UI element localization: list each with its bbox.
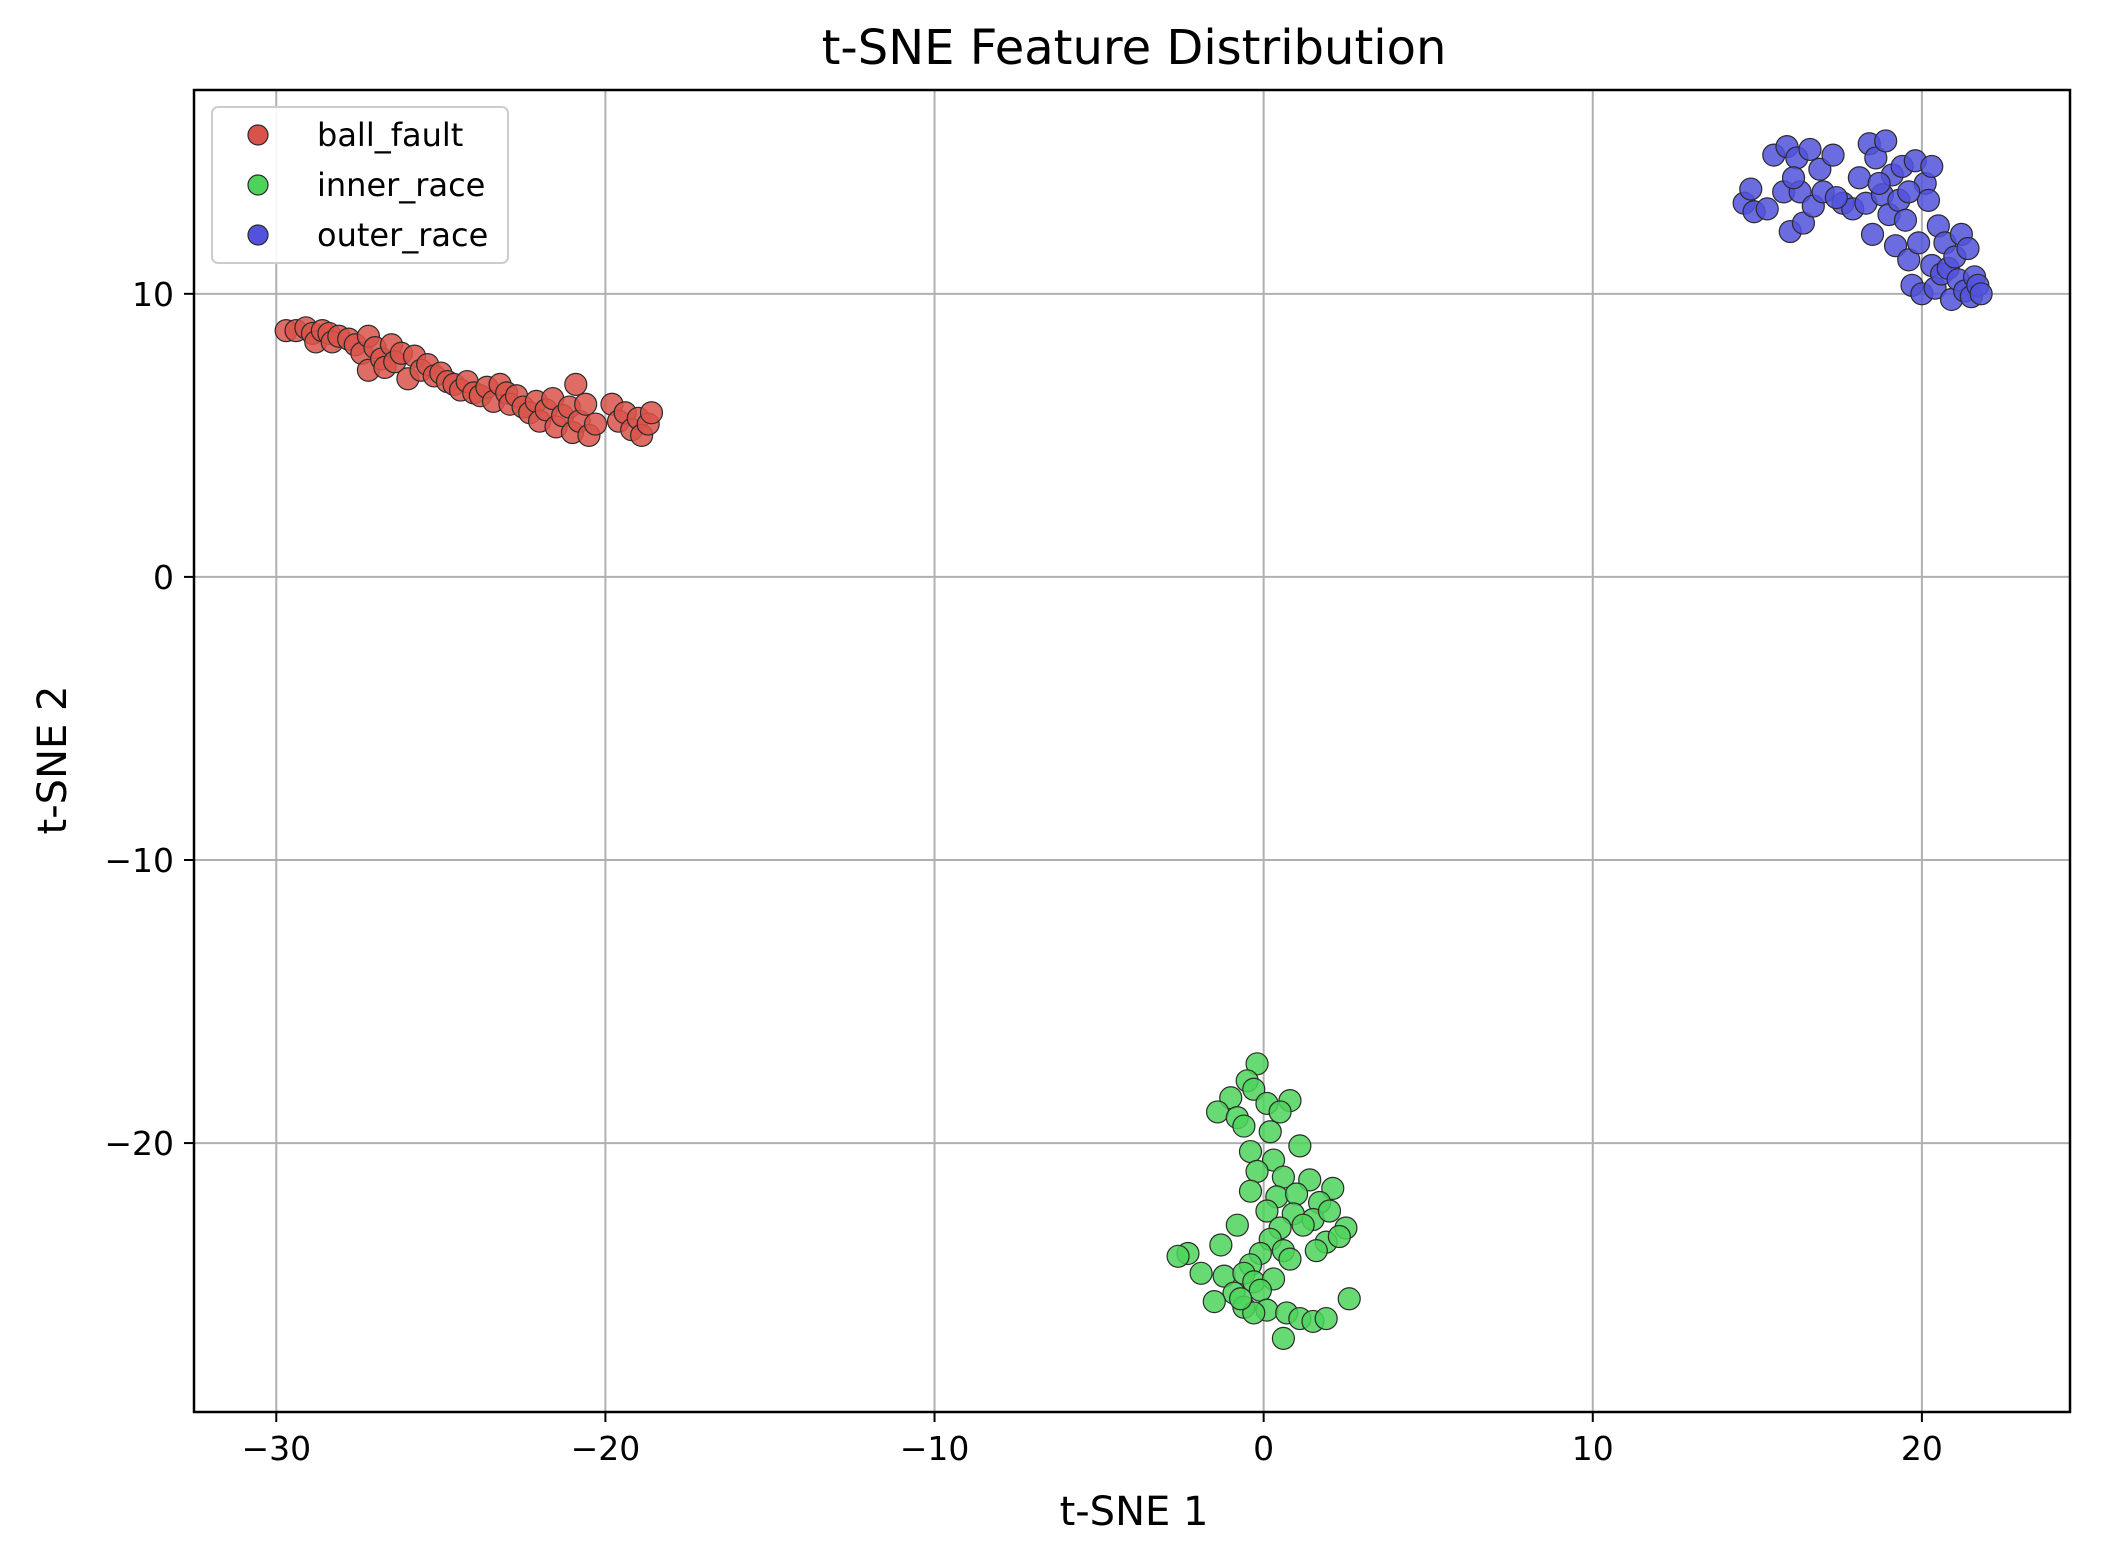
series-outer-race <box>1732 129 1993 312</box>
data-point-outer-race <box>1956 236 1980 261</box>
data-point-inner-race <box>1271 1326 1295 1350</box>
data-point-inner-race <box>1291 1213 1315 1237</box>
points-layer <box>274 129 1993 1350</box>
data-point-ball-fault <box>564 372 588 397</box>
grid-layer <box>194 90 2070 1412</box>
data-point-inner-race <box>1238 1179 1263 1203</box>
data-point-inner-race <box>1225 1213 1249 1237</box>
data-point-inner-race <box>1166 1244 1190 1268</box>
legend-marker-ball-fault <box>247 124 269 146</box>
data-point-outer-race <box>1821 143 1845 167</box>
data-point-inner-race <box>1245 1159 1269 1183</box>
data-point-inner-race <box>1255 1199 1279 1223</box>
x-tick-label: 0 <box>1253 1429 1274 1468</box>
data-point-outer-race <box>1897 180 1921 204</box>
data-point-inner-race <box>1327 1224 1351 1249</box>
legend-label-inner-race: inner_race <box>317 166 485 204</box>
data-point-inner-race <box>1317 1199 1342 1223</box>
data-point-outer-race <box>1874 129 1898 153</box>
data-point-inner-race <box>1248 1278 1272 1302</box>
x-tick-label: −30 <box>241 1429 311 1468</box>
data-point-ball-fault <box>639 401 664 425</box>
data-point-outer-race <box>1893 208 1918 232</box>
data-point-inner-race <box>1268 1100 1292 1124</box>
data-point-outer-race <box>1867 171 1891 196</box>
legend-label-outer-race: outer_race <box>317 216 488 254</box>
y-tick-label: −20 <box>104 1124 174 1163</box>
x-axis-label: t-SNE 1 <box>1060 1489 1209 1535</box>
x-tick-label: −10 <box>900 1429 970 1468</box>
data-point-outer-race <box>1739 177 1763 201</box>
data-point-inner-race <box>1229 1287 1253 1311</box>
series-inner-race <box>1166 1052 1361 1350</box>
y-axis-label: t-SNE 2 <box>30 686 76 835</box>
data-point-outer-race <box>1847 166 1871 190</box>
y-tick-label: 10 <box>132 275 174 314</box>
data-point-outer-race <box>1781 166 1806 190</box>
y-tick-label: −10 <box>104 841 174 880</box>
data-point-ball-fault <box>574 392 598 416</box>
data-point-inner-race <box>1284 1182 1309 1206</box>
legend: ball_fault inner_race outer_race <box>211 106 509 264</box>
data-point-inner-race <box>1278 1247 1302 1271</box>
y-tick-label: 0 <box>153 558 174 597</box>
data-point-inner-race <box>1314 1306 1338 1331</box>
data-point-inner-race <box>1232 1114 1256 1138</box>
data-point-outer-race <box>1755 197 1779 221</box>
data-point-inner-race <box>1258 1120 1282 1144</box>
legend-frame <box>211 106 509 264</box>
x-tick-label: −20 <box>571 1429 641 1468</box>
data-point-inner-race <box>1205 1100 1230 1124</box>
data-point-ball-fault <box>583 412 608 436</box>
data-point-inner-race <box>1304 1239 1328 1263</box>
data-point-outer-race <box>1969 282 1993 306</box>
data-point-outer-race <box>1860 222 1885 246</box>
legend-label-ball-fault: ball_fault <box>317 116 463 154</box>
data-point-outer-race <box>1798 137 1822 162</box>
data-point-inner-race <box>1337 1287 1361 1311</box>
plot-frame <box>192 88 2072 1414</box>
chart-title: t-SNE Feature Distribution <box>822 20 1447 76</box>
data-point-outer-race <box>1916 188 1941 213</box>
data-point-inner-race <box>1189 1261 1213 1285</box>
data-point-inner-race <box>1288 1134 1312 1158</box>
legend-marker-outer-race <box>247 224 269 246</box>
series-ball-fault <box>274 316 664 447</box>
data-point-inner-race <box>1238 1139 1263 1164</box>
data-point-inner-race <box>1202 1289 1226 1314</box>
data-point-outer-race <box>1907 231 1931 255</box>
legend-marker-inner-race <box>247 174 269 196</box>
x-tick-label: 20 <box>1901 1429 1943 1468</box>
ticks-layer: −30 −20 −10 0 10 20 −20 −10 0 10 <box>104 275 1943 1468</box>
data-point-outer-race <box>1920 154 1944 179</box>
x-tick-label: 10 <box>1572 1429 1614 1468</box>
data-point-inner-race <box>1209 1233 1233 1257</box>
data-point-outer-race <box>1824 185 1848 210</box>
